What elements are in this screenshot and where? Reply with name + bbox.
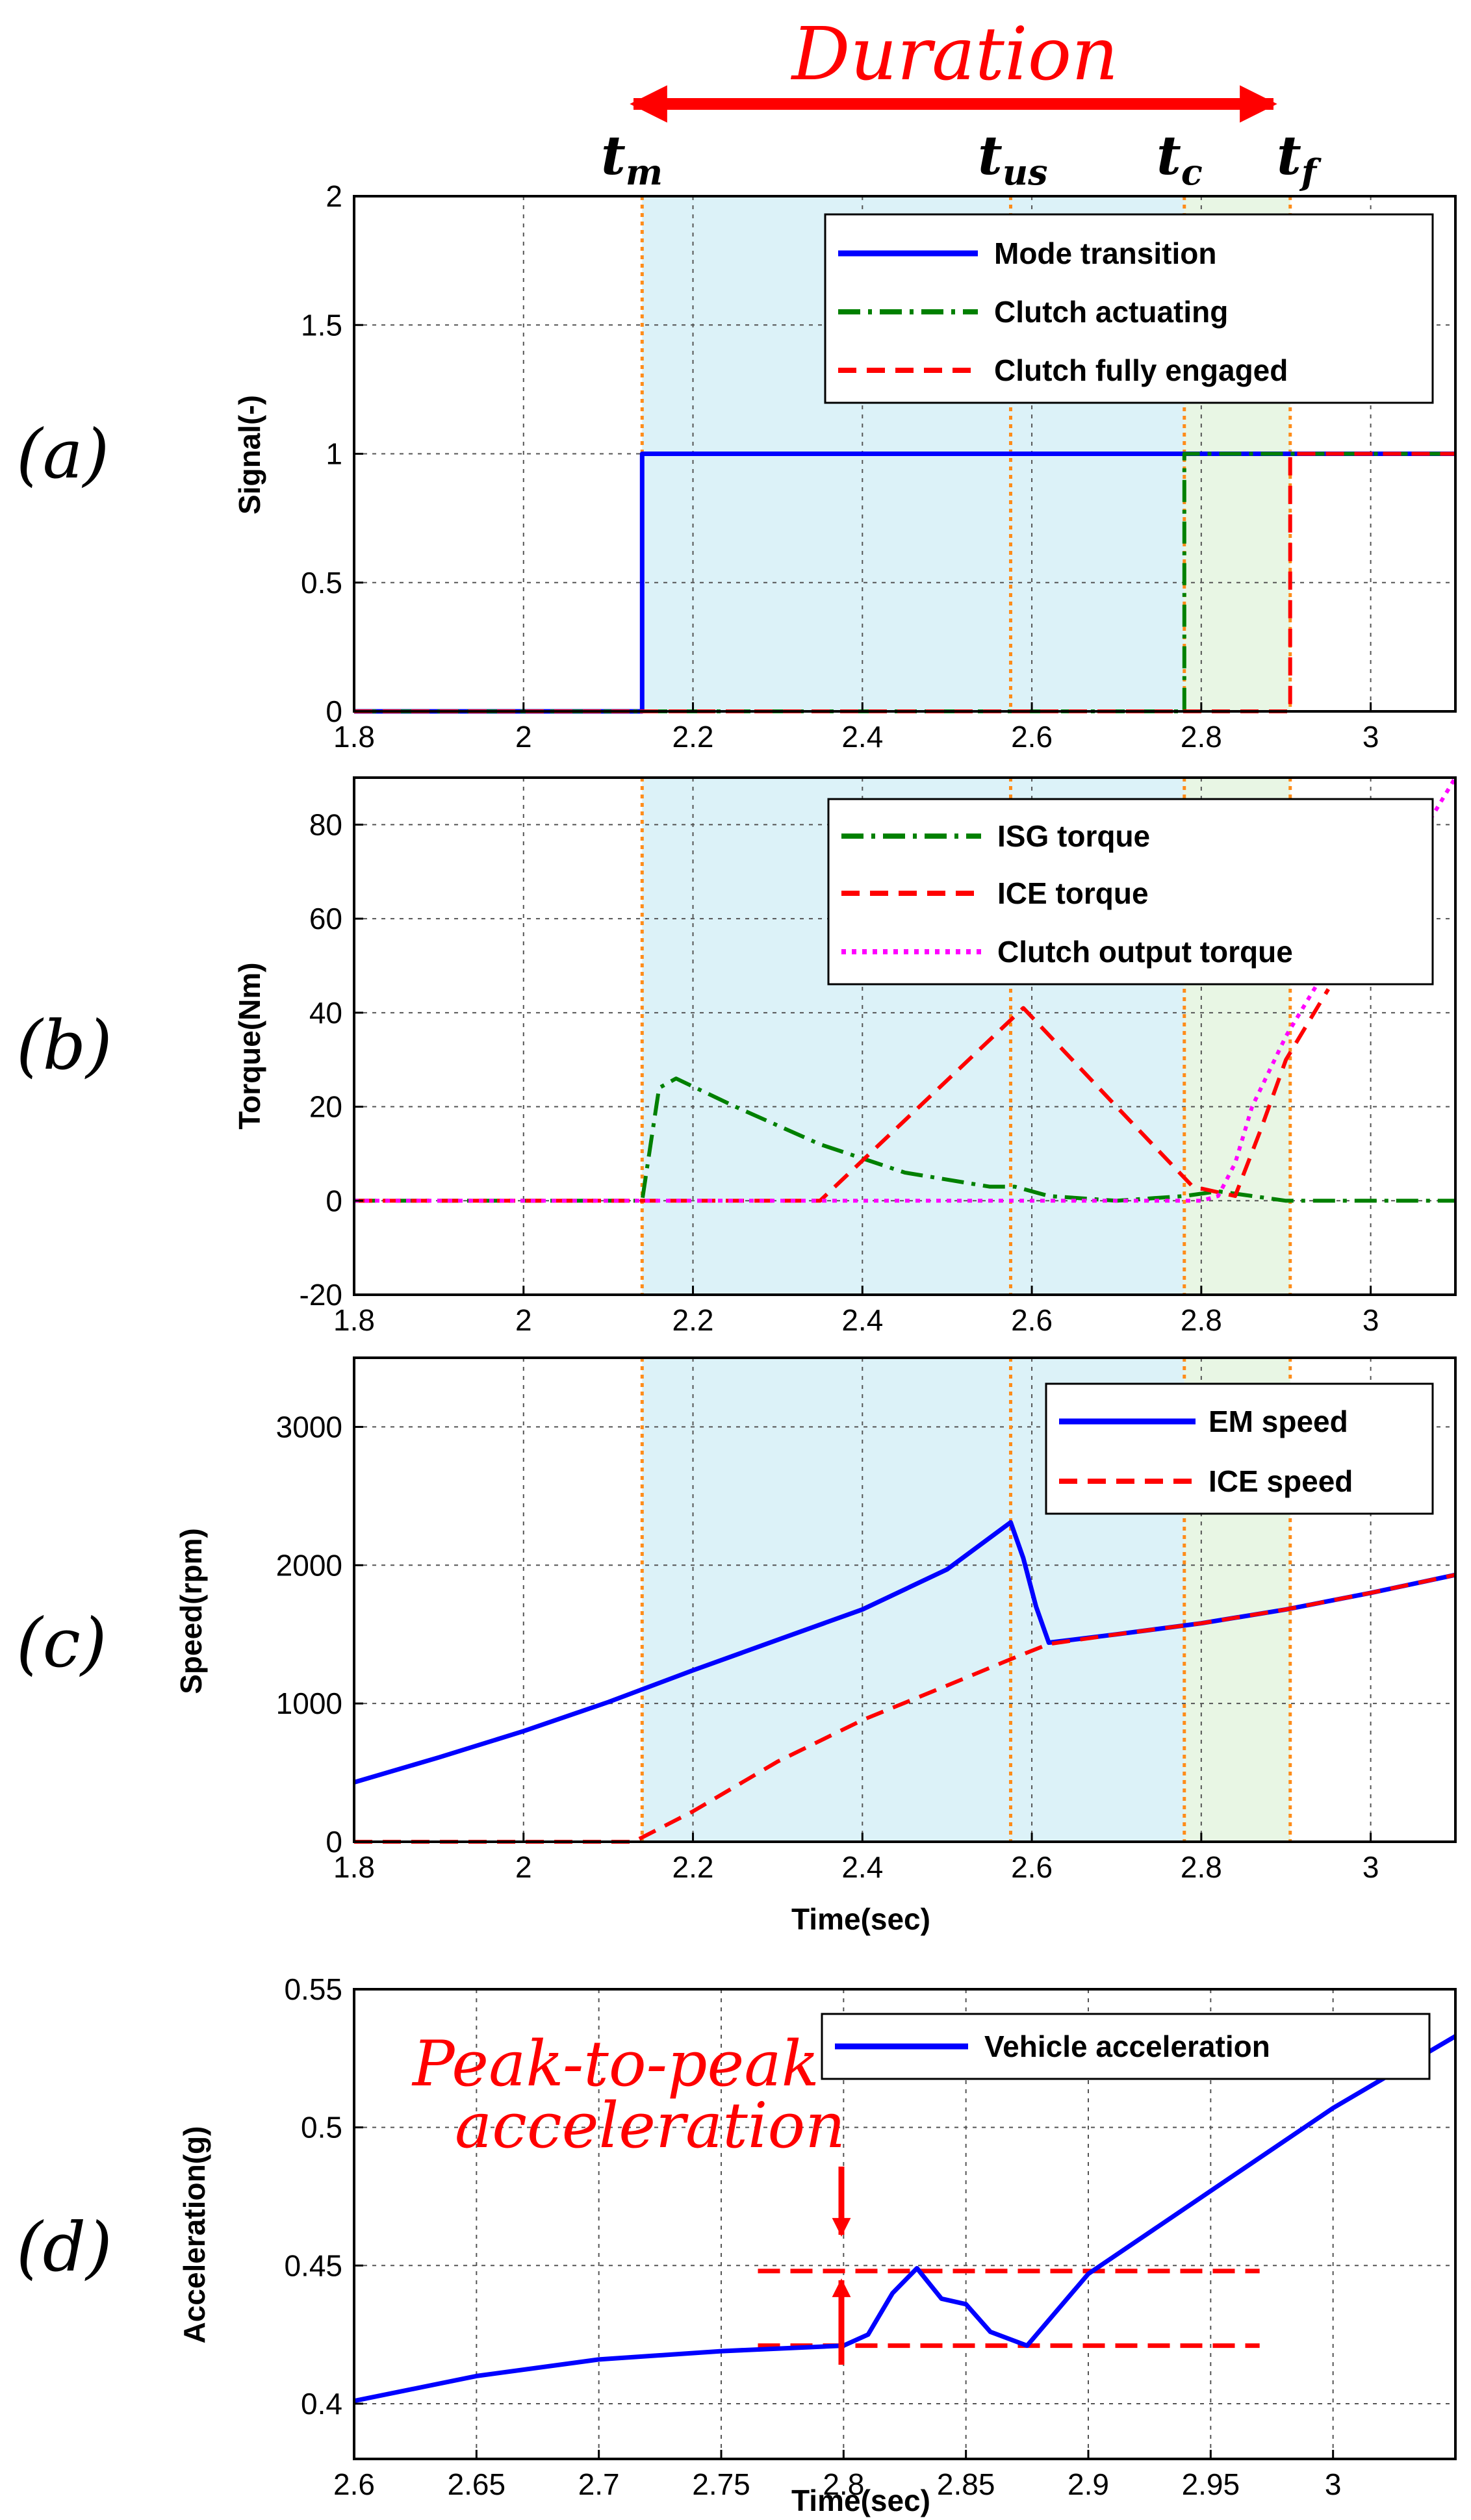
x-tick-label: 2.8 (1181, 720, 1222, 754)
x-tick-label: 3 (1325, 2467, 1342, 2501)
x-tick-label: 2.9 (1068, 2467, 1109, 2501)
axes-frame-d (353, 1988, 1457, 2460)
legend-b: ISG torque ICE torque Clutch output torq… (827, 798, 1434, 986)
legend-label-em-speed: EM speed (1209, 1405, 1348, 1438)
marker-label-tc: tc (1157, 125, 1203, 193)
panel-b: (b) 1.8 2 2.2 2.4 2.6 2.8 3 -20 0 20 40 60 80 Torque… (16, 776, 1457, 1337)
x-tick-label: 2 (515, 1303, 532, 1337)
legend-label-clutch-actuating: Clutch actuating (994, 295, 1228, 329)
y-tick-label: 0.55 (284, 1972, 342, 2006)
x-tick-label: 2.4 (841, 720, 883, 754)
x-tick-label: 2.6 (1011, 720, 1053, 754)
x-tick-label: 1.8 (333, 1850, 375, 1884)
x-tick-label: 2 (515, 1850, 532, 1884)
y-axis-label-a: Signal(-) (233, 395, 266, 515)
series-clutch-actuating (354, 452, 1455, 713)
y-tick-label: 60 (309, 902, 342, 935)
panel-label-a: (a) (16, 414, 109, 494)
x-tick-label: 1.8 (333, 720, 375, 754)
y-tick-label: 1.5 (301, 308, 342, 342)
legend-c: EM speed ICE speed (1045, 1382, 1434, 1515)
y-tick-label: 2000 (276, 1548, 342, 1582)
series-ice-speed (354, 1573, 1456, 1844)
panel-d: (d) 2.6 2.65 2.7 2.75 2.8 2.85 2.9 2.95 3 0.4 0.45… (16, 1972, 1457, 2517)
y-axis-label-c: Speed(rpm) (174, 1528, 208, 1694)
x-tick-label: 2.75 (692, 2467, 750, 2501)
y-tick-label: 0 (326, 694, 342, 728)
legend-d: Vehicle acceleration (821, 2013, 1431, 2080)
y-axis-label-b: Torque(Nm) (233, 962, 266, 1129)
y-tick-label: 2 (326, 179, 342, 213)
x-tick-label: 3 (1362, 1850, 1379, 1884)
x-tick-label: 2 (515, 720, 532, 754)
panel-label-d: (d) (16, 2208, 112, 2287)
y-tick-label: 0.5 (301, 2111, 342, 2145)
duration-annotation: Duration (630, 12, 1277, 123)
x-tick-label: 2.4 (841, 1303, 883, 1337)
x-tick-label: 2.2 (672, 720, 714, 754)
y-tick-label: 1 (326, 437, 342, 471)
x-tick-label: 3 (1362, 720, 1379, 754)
legend-label-ice-speed: ICE speed (1209, 1464, 1353, 1498)
y-axis-label-d: Acceleration(g) (177, 2126, 211, 2344)
panel-a: (a) 1.8 2 2.2 2.4 2.6 2.8 3 0 0.5 1 1.5 2 Signal(-)… (16, 179, 1457, 754)
x-tick-label: 2.6 (1011, 1303, 1053, 1337)
duration-label: Duration (791, 12, 1119, 97)
y-tick-label: 0.5 (301, 566, 342, 600)
x-tick-label: 2.65 (448, 2467, 506, 2501)
legend-label-isg-torque: ISG torque (997, 819, 1150, 853)
x-tick-label: 2.8 (823, 2467, 864, 2501)
series-vehicle-acceleration (353, 2034, 1457, 2404)
marker-label-tus: tus (978, 125, 1048, 193)
x-tick-label: 2.4 (841, 1850, 883, 1884)
x-tick-label: 3 (1362, 1303, 1379, 1337)
panel-c: (c) 1.8 2 2.2 2.4 2.6 2.8 3 0 1000 2000 3000 Speed… (16, 1356, 1457, 1936)
legend-a: Mode transition Clutch actuating Clutch … (824, 213, 1434, 404)
marker-label-tf: tf (1277, 125, 1322, 193)
axes-frame-c (353, 1356, 1457, 1843)
x-axis-label-d: Time(sec) (791, 2484, 930, 2517)
y-tick-label: 0.4 (301, 2387, 342, 2421)
y-tick-label: -20 (300, 1278, 342, 1312)
y-tick-label: 80 (309, 808, 342, 841)
legend-box-c (1045, 1382, 1434, 1515)
peak-to-peak-label-line1: Peak-to-peak (411, 2028, 819, 2100)
legend-label-clutch-fully-engaged: Clutch fully engaged (994, 353, 1288, 387)
y-tick-label: 0.45 (284, 2248, 342, 2282)
y-tick-label: 40 (309, 996, 342, 1030)
series-ice-torque (354, 988, 1330, 1203)
peak-to-peak-annotation: Peak-to-peak acceleration (411, 2028, 851, 2365)
x-tick-label: 2.7 (578, 2467, 620, 2501)
x-tick-label: 2.6 (333, 2467, 375, 2501)
x-axis-label-c: Time(sec) (791, 1902, 930, 1936)
x-tick-label: 2.2 (672, 1303, 714, 1337)
y-tick-label: 3000 (276, 1410, 342, 1444)
x-tick-label: 2.8 (1181, 1850, 1222, 1884)
y-tick-label: 1000 (276, 1686, 342, 1720)
axes-frame-b (353, 776, 1457, 1296)
x-tick-label: 2.8 (1181, 1303, 1222, 1337)
legend-label-clutch-output-torque: Clutch output torque (997, 935, 1293, 969)
x-tick-label: 2.2 (672, 1850, 714, 1884)
x-tick-label: 2.95 (1182, 2467, 1240, 2501)
legend-label-mode-transition: Mode transition (994, 236, 1216, 270)
legend-label-ice-torque: ICE torque (997, 876, 1149, 910)
legend-label-vehicle-acceleration: Vehicle acceleration (984, 2030, 1270, 2063)
panel-label-b: (b) (16, 1006, 112, 1085)
peak-to-peak-label-line2: acceleration (455, 2089, 845, 2162)
marker-labels: tm tus tc tf (601, 125, 1322, 193)
marker-label-tm: tm (601, 125, 663, 193)
y-tick-label: 0 (326, 1825, 342, 1859)
x-tick-label: 2.6 (1011, 1850, 1053, 1884)
x-tick-label: 2.85 (937, 2467, 995, 2501)
y-tick-label: 0 (326, 1184, 342, 1217)
y-tick-label: 20 (309, 1090, 342, 1124)
x-tick-label: 1.8 (333, 1303, 375, 1337)
panel-label-c: (c) (16, 1603, 107, 1683)
